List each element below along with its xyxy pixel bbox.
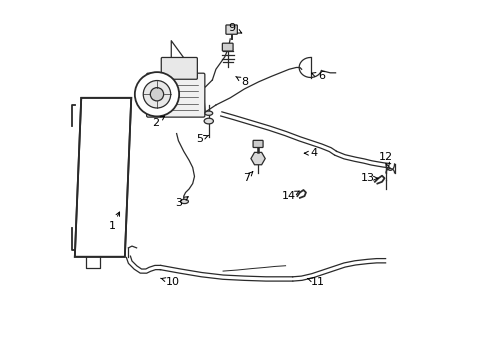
FancyBboxPatch shape <box>161 58 197 79</box>
Text: 13: 13 <box>360 173 377 183</box>
Text: 3: 3 <box>175 197 188 208</box>
Circle shape <box>150 87 163 101</box>
Circle shape <box>143 81 170 108</box>
Text: 4: 4 <box>304 148 317 158</box>
FancyBboxPatch shape <box>222 43 233 51</box>
Ellipse shape <box>180 199 188 203</box>
Text: 10: 10 <box>160 277 180 287</box>
Text: 9: 9 <box>228 23 241 33</box>
Text: 14: 14 <box>282 191 299 201</box>
Text: 7: 7 <box>242 172 252 183</box>
Circle shape <box>135 72 179 116</box>
Text: 6: 6 <box>311 71 324 81</box>
Text: 1: 1 <box>109 212 119 231</box>
FancyBboxPatch shape <box>253 140 263 148</box>
Ellipse shape <box>203 118 213 124</box>
FancyBboxPatch shape <box>146 73 204 117</box>
Text: 11: 11 <box>307 277 324 287</box>
Ellipse shape <box>204 111 212 115</box>
Text: 2: 2 <box>151 116 164 128</box>
FancyBboxPatch shape <box>225 25 237 34</box>
Text: 8: 8 <box>235 77 247 87</box>
Text: 12: 12 <box>378 152 392 167</box>
Text: 5: 5 <box>196 134 208 144</box>
Polygon shape <box>75 98 131 257</box>
